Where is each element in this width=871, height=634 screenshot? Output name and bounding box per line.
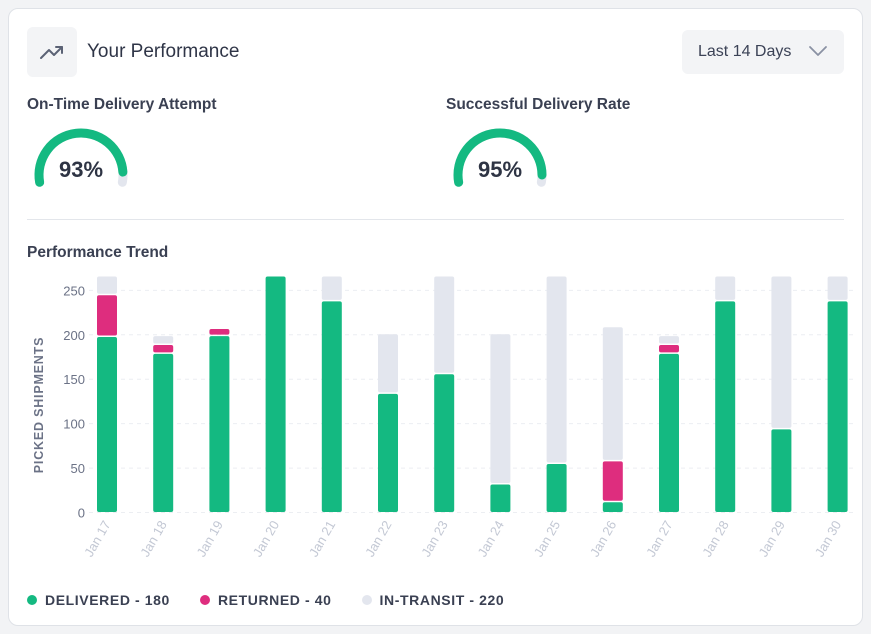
x-tick-label: Jan 24 [474, 518, 507, 559]
chart-legend: DELIVERED - 180 RETURNED - 40 IN-TRANSIT… [27, 592, 504, 608]
trend-title: Performance Trend [27, 244, 169, 261]
x-tick-label: Jan 17 [81, 518, 114, 559]
bar-delivered [602, 502, 623, 512]
bar-returned [97, 295, 117, 336]
bar-delivered [153, 353, 174, 512]
y-tick-label: 150 [63, 372, 85, 387]
returned-dot-icon [199, 595, 210, 605]
x-tick-label: Jan 26 [587, 518, 620, 559]
in-transit-dot-icon [361, 595, 372, 605]
bar-delivered [490, 484, 511, 512]
legend-item-in-transit[interactable]: IN-TRANSIT - 220 [361, 592, 505, 608]
successful-delivery-value: 95% [477, 157, 523, 182]
performance-card: Your Performance Last 14 Days On-Time De… [8, 8, 863, 626]
bar-in-transit [97, 276, 117, 294]
on-time-delivery-label: On-Time Delivery Attempt [27, 96, 217, 113]
x-tick-label: Jan 25 [531, 518, 564, 559]
x-tick-label: Jan 28 [699, 518, 732, 559]
chevron-down-icon [809, 46, 827, 56]
on-time-delivery-gauge [34, 128, 128, 187]
bar-in-transit [378, 334, 398, 393]
bar-delivered [659, 353, 679, 512]
bar-delivered [434, 374, 455, 512]
legend-label: IN-TRANSIT - 220 [379, 592, 505, 608]
date-range-select[interactable]: Last 14 Days [682, 30, 844, 74]
delivered-dot-icon [27, 595, 37, 605]
y-tick-label: 250 [63, 283, 85, 298]
bar-in-transit [434, 276, 455, 373]
bar-in-transit [546, 276, 567, 463]
bar-delivered [827, 301, 848, 512]
x-tick-label: Jan 19 [193, 518, 226, 559]
bar-delivered [265, 276, 286, 512]
legend-item-delivered[interactable]: DELIVERED - 180 [27, 592, 170, 608]
bar-in-transit [153, 336, 174, 344]
y-tick-label: 0 [78, 506, 85, 521]
successful-delivery-gauge [453, 128, 547, 187]
successful-delivery-label: Successful Delivery Rate [446, 96, 631, 113]
legend-label: DELIVERED - 180 [45, 592, 170, 608]
bar-delivered [715, 301, 736, 512]
legend-label: RETURNED - 40 [217, 592, 332, 608]
x-tick-label: Jan 22 [362, 518, 395, 559]
bar-delivered [771, 429, 792, 512]
x-tick-label: Jan 30 [812, 518, 845, 559]
performance-trend-chart: 0 50 100 150 200 250 PICKED SHIPMENTS Jan 17 Jan… [32, 276, 854, 559]
y-tick-label: 200 [63, 328, 85, 343]
x-tick-label: Jan 18 [137, 518, 170, 559]
x-tick-label: Jan 23 [418, 518, 451, 559]
bar-in-transit [827, 276, 848, 300]
card-title: Your Performance [87, 41, 240, 62]
y-tick-label: 50 [71, 461, 85, 476]
bar-returned [209, 328, 230, 335]
bar-returned [153, 344, 174, 353]
bar-delivered [209, 336, 230, 512]
on-time-delivery-value: 93% [58, 157, 104, 182]
bar-in-transit [321, 276, 342, 300]
bar-delivered [321, 301, 342, 512]
x-tick-label: Jan 20 [250, 518, 283, 559]
legend-item-returned[interactable]: RETURNED - 40 [199, 592, 332, 608]
x-tick-label: Jan 21 [306, 518, 339, 559]
x-tick-label: Jan 27 [643, 518, 676, 559]
section-divider [27, 219, 844, 220]
bar-in-transit [771, 276, 792, 428]
y-axis-label: PICKED SHIPMENTS [32, 337, 46, 473]
bar-delivered [97, 336, 117, 512]
x-tick-label: Jan 29 [755, 518, 788, 559]
bar-delivered [546, 464, 567, 512]
bar-in-transit [659, 336, 679, 344]
bar-in-transit [602, 327, 623, 460]
bar-returned [602, 461, 623, 501]
bar-delivered [378, 393, 398, 512]
y-tick-label: 100 [63, 417, 85, 432]
bar-in-transit [715, 276, 736, 300]
date-range-label: Last 14 Days [698, 43, 792, 60]
bar-in-transit [490, 334, 511, 483]
bar-returned [659, 344, 679, 353]
trending-up-icon [27, 27, 77, 77]
